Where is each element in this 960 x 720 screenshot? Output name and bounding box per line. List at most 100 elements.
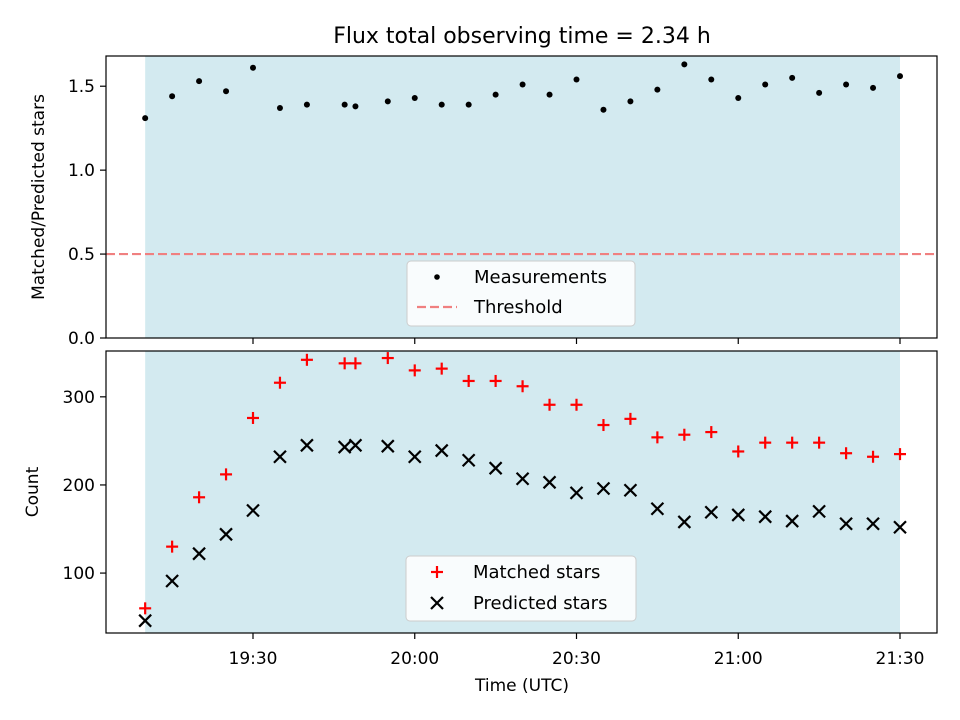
matched-stars-point bbox=[678, 428, 691, 441]
measurements-point bbox=[600, 106, 607, 113]
matched-stars-point bbox=[273, 376, 286, 389]
count-y-axis: 100 200 300 bbox=[63, 388, 106, 584]
predicted-stars-point bbox=[839, 516, 853, 531]
predicted-stars-point bbox=[461, 453, 476, 468]
matched-stars-point bbox=[408, 364, 421, 377]
measurements-point bbox=[654, 86, 661, 93]
matched-stars-point bbox=[220, 468, 233, 481]
matched-stars-point bbox=[247, 411, 259, 424]
ratio-marks bbox=[142, 61, 903, 122]
matched-stars-point bbox=[435, 362, 448, 375]
measurements-point bbox=[708, 76, 715, 83]
predicted-stars-point bbox=[434, 443, 449, 458]
measurements-point bbox=[492, 91, 499, 98]
matched-stars-point bbox=[338, 357, 351, 370]
measurements-point bbox=[169, 93, 176, 100]
legend-marker-predicted bbox=[430, 596, 444, 610]
ratio-y-label: Matched/Predicted stars bbox=[29, 94, 49, 300]
predicted-stars-point bbox=[569, 486, 584, 500]
measurements-point bbox=[789, 74, 796, 81]
measurements-point bbox=[142, 115, 149, 122]
predicted-stars-point bbox=[866, 516, 880, 531]
measurements-point bbox=[196, 78, 203, 85]
y-tick-label: 1.0 bbox=[68, 161, 95, 181]
ratio-y-axis: 0.0 0.5 1.0 1.5 bbox=[68, 77, 106, 349]
matched-stars-point bbox=[597, 419, 610, 432]
predicted-stars-point bbox=[407, 449, 422, 464]
predicted-stars-point bbox=[381, 439, 395, 453]
matched-stars-point bbox=[193, 491, 206, 504]
matched-stars-point bbox=[705, 426, 718, 439]
y-tick-label: 200 bbox=[63, 476, 95, 496]
y-tick-label: 300 bbox=[63, 388, 95, 408]
measurements-point bbox=[223, 88, 230, 95]
x-tick-label: 20:30 bbox=[552, 649, 601, 669]
predicted-stars-point bbox=[192, 546, 206, 561]
count-marks bbox=[138, 352, 907, 628]
measurements-point bbox=[546, 91, 553, 98]
matched-stars-point bbox=[381, 352, 394, 365]
predicted-stars-point bbox=[165, 574, 179, 588]
measurements-point bbox=[411, 94, 418, 101]
y-tick-label: 0.0 bbox=[68, 329, 95, 349]
predicted-stars-point bbox=[515, 472, 530, 486]
y-tick-label: 100 bbox=[63, 564, 95, 584]
predicted-stars-point bbox=[219, 527, 233, 542]
count-y-label: Count bbox=[23, 466, 43, 517]
ratio-plot-frame bbox=[105, 55, 938, 339]
predicted-stars-point bbox=[542, 475, 557, 490]
measurements-point bbox=[816, 89, 823, 96]
matched-stars-point bbox=[651, 431, 664, 444]
predicted-stars-point bbox=[812, 504, 826, 519]
predicted-stars-point bbox=[246, 503, 260, 518]
measurements-point bbox=[897, 73, 903, 80]
predicted-stars-point bbox=[731, 508, 746, 522]
count-legend: Matched stars Predicted stars bbox=[405, 555, 637, 622]
count-plot-frame bbox=[105, 350, 938, 634]
measurements-point bbox=[681, 61, 688, 68]
predicted-stars-point bbox=[488, 461, 503, 475]
predicted-stars-point bbox=[337, 440, 352, 454]
measurements-point bbox=[519, 81, 526, 88]
measurements-point bbox=[762, 81, 769, 88]
predicted-stars-point bbox=[758, 509, 772, 524]
x-tick-label: 21:00 bbox=[714, 649, 763, 669]
measurements-point bbox=[384, 98, 391, 105]
predicted-stars-point bbox=[623, 483, 638, 498]
predicted-stars-point bbox=[785, 514, 799, 528]
matched-stars-point bbox=[166, 540, 179, 553]
predicted-stars-point bbox=[650, 501, 665, 516]
y-tick-label: 0.5 bbox=[68, 245, 95, 265]
x-tick-label: 21:30 bbox=[876, 649, 925, 669]
matched-stars-point bbox=[489, 374, 502, 387]
measurements-point bbox=[352, 103, 359, 110]
predicted-stars-point bbox=[704, 505, 719, 520]
count-panel: 100 200 300 19:30 20:00 20:30 21:00 21:30 Coun… bbox=[23, 350, 938, 696]
measurements-point bbox=[438, 101, 445, 108]
legend-label-measurements: Measurements bbox=[474, 267, 607, 288]
legend-marker-measurements bbox=[434, 274, 440, 280]
measurements-point bbox=[627, 98, 634, 105]
matched-stars-point bbox=[786, 436, 799, 449]
predicted-stars-point bbox=[893, 520, 907, 535]
predicted-stars-point bbox=[273, 449, 287, 464]
measurements-point bbox=[465, 101, 472, 108]
ratio-x-ticks bbox=[252, 338, 901, 344]
predicted-stars-point bbox=[348, 438, 363, 453]
matched-stars-point bbox=[462, 374, 475, 387]
x-tick-label: 19:30 bbox=[229, 649, 278, 669]
measurements-point bbox=[276, 105, 283, 112]
matched-stars-point bbox=[624, 412, 637, 425]
measurements-point bbox=[735, 94, 742, 101]
matched-stars-point bbox=[349, 357, 362, 370]
measurements-point bbox=[250, 64, 256, 71]
y-tick-label: 1.5 bbox=[68, 77, 95, 97]
predicted-stars-point bbox=[300, 438, 314, 453]
chart-title: Flux total observing time = 2.34 h bbox=[333, 24, 711, 49]
ratio-panel: Flux total observing time = 2.34 h 0.00.… bbox=[29, 24, 938, 349]
matched-stars-point bbox=[867, 450, 880, 463]
matched-stars-point bbox=[543, 398, 556, 411]
measurements-point bbox=[573, 76, 580, 83]
matched-stars-point bbox=[732, 445, 745, 458]
